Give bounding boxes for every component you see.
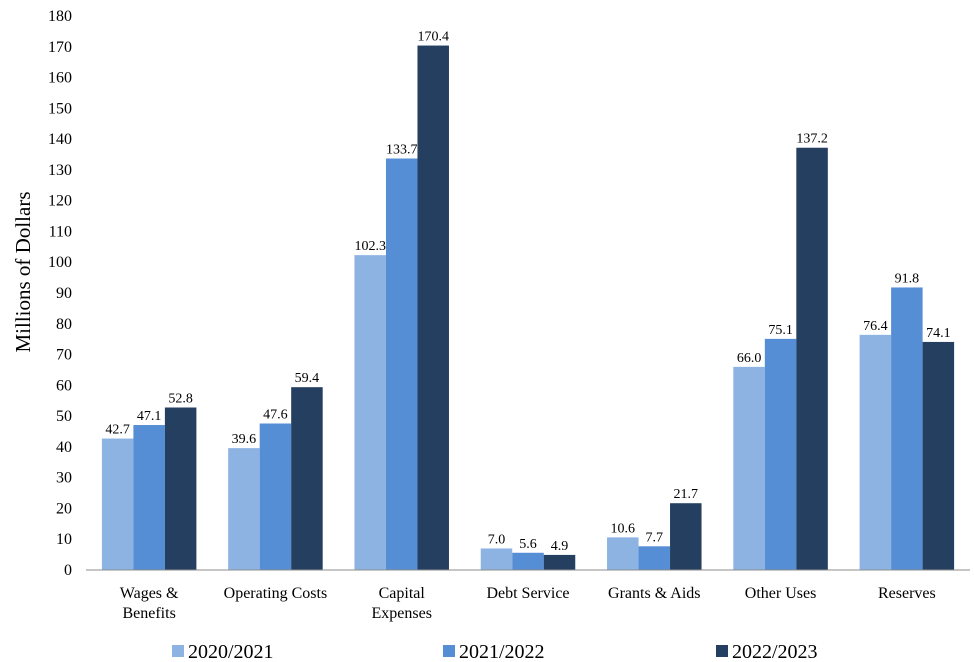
data-label: 91.8 (895, 271, 920, 286)
bar (607, 537, 639, 570)
x-tick-label: Grants & Aids (608, 585, 700, 602)
y-tick-label: 60 (56, 377, 72, 394)
data-label: 4.9 (551, 539, 569, 554)
legend-swatch (172, 645, 184, 657)
x-tick-label: Benefits (122, 605, 175, 622)
y-tick-label: 30 (56, 470, 72, 487)
x-tick-label: Operating Costs (224, 585, 328, 602)
legend-label: 2020/2021 (188, 641, 274, 662)
y-tick-label: 180 (48, 8, 72, 25)
bar (891, 287, 923, 570)
data-label: 42.7 (105, 423, 130, 438)
category-labels: Wages & Benefits Operating Costs Capital Exp… (120, 585, 936, 622)
bar (512, 552, 544, 570)
y-tick-label: 20 (56, 500, 72, 517)
x-tick-label: Debt Service (486, 585, 569, 602)
bar (764, 338, 797, 570)
data-label: 7.0 (488, 532, 506, 547)
bar (733, 366, 765, 570)
legend-label: 2021/2022 (459, 641, 545, 662)
x-tick-label: Expenses (371, 605, 431, 622)
y-axis-ticks: 0 10 20 30 40 50 60 70 80 90 100 110 120 130 140 150 160… (48, 8, 72, 579)
data-labels: 42.7 47.1 52.8 39.6 47.6 59.4 102.3 133.7 170.4 7… (105, 30, 950, 554)
data-label: 10.6 (611, 521, 636, 536)
data-label: 102.3 (354, 239, 386, 254)
bar (133, 425, 165, 570)
data-label: 74.1 (926, 326, 951, 341)
y-tick-label: 80 (56, 316, 72, 333)
data-label: 5.6 (519, 537, 537, 552)
y-tick-label: 40 (56, 439, 72, 456)
data-label: 52.8 (168, 391, 193, 406)
y-tick-label: 160 (48, 70, 72, 87)
y-tick-label: 130 (48, 162, 72, 179)
y-tick-label: 150 (48, 100, 72, 117)
legend: 2020/2021 2021/2022 2022/2023 (172, 641, 818, 662)
data-label: 75.1 (768, 323, 793, 338)
bar (922, 341, 955, 570)
x-tick-label: Wages & (120, 585, 179, 602)
y-tick-label: 170 (48, 39, 72, 56)
data-label: 59.4 (295, 371, 320, 386)
y-tick-label: 0 (64, 562, 72, 579)
bar (480, 548, 513, 570)
legend-swatch (443, 645, 455, 657)
bar (638, 546, 671, 570)
y-tick-label: 10 (56, 531, 72, 548)
y-tick-label: 140 (48, 131, 72, 148)
x-tick-label: Reserves (878, 585, 936, 602)
bar (228, 448, 260, 570)
bar (101, 438, 134, 570)
y-tick-label: 90 (56, 285, 72, 302)
data-label: 133.7 (386, 143, 418, 158)
legend-label: 2022/2023 (732, 641, 818, 662)
x-tick-label: Other Uses (745, 585, 817, 602)
bar (543, 554, 576, 570)
y-axis-title: Millions of Dollars (11, 192, 35, 353)
y-tick-label: 110 (49, 223, 72, 240)
y-tick-label: 50 (56, 408, 72, 425)
data-label: 66.0 (737, 351, 762, 366)
data-label: 76.4 (863, 319, 888, 334)
bar (796, 147, 828, 570)
bar (385, 158, 418, 571)
y-tick-label: 70 (56, 347, 72, 364)
bar (417, 45, 449, 570)
legend-swatch (716, 645, 728, 657)
data-label: 47.1 (137, 409, 162, 424)
data-label: 21.7 (674, 487, 699, 502)
y-tick-label: 100 (48, 254, 72, 271)
data-label: 137.2 (796, 132, 828, 147)
bar (259, 423, 292, 570)
bar (164, 407, 197, 570)
data-label: 47.6 (263, 407, 288, 422)
bar (859, 334, 892, 570)
data-label: 7.7 (646, 530, 664, 545)
bar (354, 255, 386, 571)
bars (101, 45, 955, 571)
bar (670, 503, 702, 570)
bar (291, 387, 323, 570)
x-tick-label: Capital (379, 585, 426, 602)
y-tick-label: 120 (48, 193, 72, 210)
data-label: 39.6 (232, 432, 257, 447)
data-label: 170.4 (417, 30, 449, 45)
